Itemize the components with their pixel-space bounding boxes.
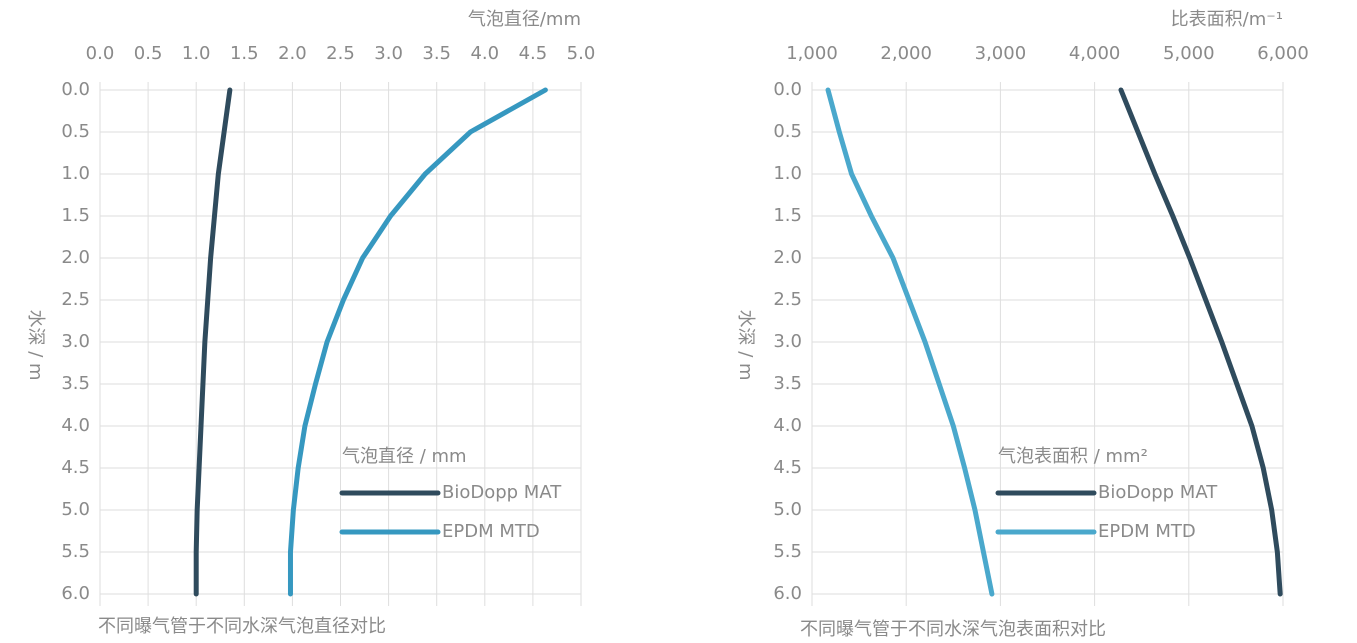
legend-title: 气泡表面积 / mm²: [998, 446, 1148, 467]
series-line: [193, 87, 233, 597]
y-tick-label: 4.5: [773, 457, 802, 478]
y-tick-label: 6.0: [61, 583, 90, 604]
y-tick-label: 4.5: [61, 457, 90, 478]
y-tick-label: 5.0: [773, 499, 802, 520]
y-tick-label: 1.5: [773, 205, 802, 226]
y-tick-label: 4.0: [773, 415, 802, 436]
y-axis-title: 水深 / m: [735, 309, 756, 380]
y-tick-label: 0.5: [61, 121, 90, 142]
x-tick-label: 5.0: [567, 43, 596, 64]
x-tick-label: 3,000: [975, 43, 1027, 64]
y-tick-label: 2.5: [61, 289, 90, 310]
series-line: [825, 87, 995, 597]
y-tick-label: 1.5: [61, 205, 90, 226]
x-tick-label: 2,000: [880, 43, 932, 64]
x-axis-title: 比表面积/m⁻¹: [1171, 9, 1283, 30]
y-tick-label: 2.0: [773, 247, 802, 268]
y-tick-label: 2.5: [773, 289, 802, 310]
x-tick-label: 1.5: [230, 43, 259, 64]
x-tick-label: 2.5: [326, 43, 355, 64]
y-axis-title: 水深 / m: [25, 309, 46, 380]
legend-label: EPDM MTD: [1098, 521, 1196, 542]
x-tick-label: 5,000: [1163, 43, 1215, 64]
legend-title: 气泡直径 / mm: [342, 446, 467, 467]
y-tick-label: 5.0: [61, 499, 90, 520]
legend-label: BioDopp MAT: [1098, 482, 1218, 503]
y-tick-label: 1.0: [773, 163, 802, 184]
y-tick-label: 0.0: [61, 79, 90, 100]
x-tick-label: 0.5: [134, 43, 163, 64]
x-tick-label: 6,000: [1257, 43, 1309, 64]
y-tick-label: 3.0: [61, 331, 90, 352]
y-tick-label: 5.5: [61, 541, 90, 562]
caption: 不同曝气管于不同水深气泡直径对比: [98, 616, 386, 637]
x-tick-label: 3.0: [374, 43, 403, 64]
x-tick-label: 2.0: [278, 43, 307, 64]
x-tick-label: 4,000: [1069, 43, 1121, 64]
x-tick-label: 4.5: [519, 43, 548, 64]
x-tick-label: 0.0: [86, 43, 115, 64]
x-tick-label: 3.5: [422, 43, 451, 64]
y-tick-label: 3.5: [61, 373, 90, 394]
x-axis-title: 气泡直径/mm: [468, 9, 581, 30]
legend-label: EPDM MTD: [442, 521, 540, 542]
y-tick-label: 0.5: [773, 121, 802, 142]
y-tick-label: 4.0: [61, 415, 90, 436]
x-tick-label: 1,000: [786, 43, 838, 64]
y-tick-label: 0.0: [773, 79, 802, 100]
y-tick-label: 3.5: [773, 373, 802, 394]
y-tick-label: 3.0: [773, 331, 802, 352]
legend-label: BioDopp MAT: [442, 482, 562, 503]
x-tick-label: 4.0: [470, 43, 499, 64]
y-tick-label: 6.0: [773, 583, 802, 604]
caption: 不同曝气管于不同水深气泡表面积对比: [800, 619, 1106, 640]
series-line: [287, 87, 548, 597]
y-tick-label: 5.5: [773, 541, 802, 562]
x-tick-label: 1.0: [182, 43, 211, 64]
series-line: [1118, 87, 1283, 597]
y-tick-label: 1.0: [61, 163, 90, 184]
y-tick-label: 2.0: [61, 247, 90, 268]
